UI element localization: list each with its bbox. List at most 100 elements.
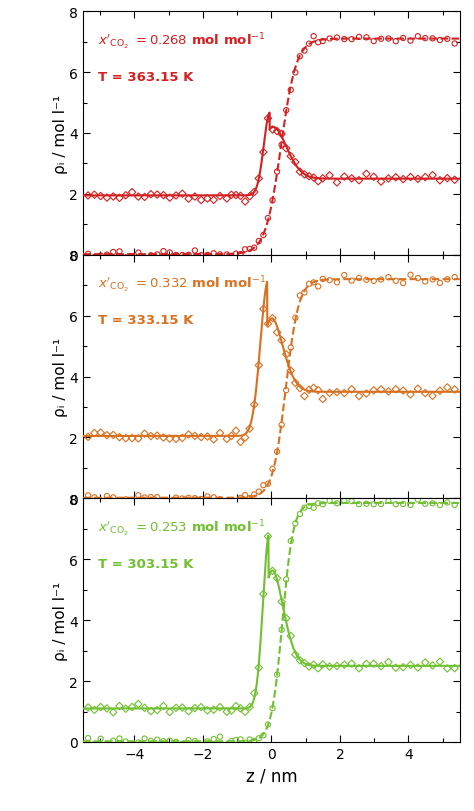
Point bbox=[333, 277, 341, 290]
Point bbox=[91, 189, 98, 202]
Point bbox=[179, 702, 186, 714]
Point bbox=[241, 431, 249, 444]
Point bbox=[444, 33, 451, 46]
Point bbox=[255, 661, 263, 674]
Point bbox=[385, 385, 392, 398]
Point bbox=[260, 230, 267, 242]
Point bbox=[333, 386, 341, 399]
Point bbox=[250, 488, 258, 501]
Point bbox=[255, 173, 263, 186]
Point bbox=[326, 660, 333, 673]
Point bbox=[421, 32, 429, 45]
Point bbox=[166, 432, 173, 445]
Point bbox=[319, 36, 327, 49]
Point bbox=[154, 704, 161, 717]
Point bbox=[429, 390, 437, 403]
Point bbox=[400, 384, 407, 397]
Point bbox=[237, 491, 244, 504]
Point bbox=[314, 384, 322, 397]
Point bbox=[421, 171, 429, 184]
Point bbox=[84, 431, 92, 444]
Point bbox=[204, 249, 211, 262]
Point bbox=[91, 427, 98, 440]
Point bbox=[377, 384, 385, 397]
Point bbox=[264, 113, 272, 126]
Point bbox=[109, 491, 117, 504]
Point bbox=[348, 173, 356, 186]
Point bbox=[305, 660, 313, 673]
Point bbox=[287, 534, 294, 547]
Point bbox=[109, 191, 117, 204]
Point bbox=[392, 384, 400, 397]
Point bbox=[237, 190, 244, 203]
Point bbox=[197, 701, 205, 714]
Point bbox=[237, 733, 244, 746]
Point bbox=[84, 489, 92, 502]
Point bbox=[273, 668, 281, 681]
Point bbox=[370, 498, 377, 511]
Point bbox=[97, 191, 104, 204]
Point bbox=[436, 655, 444, 668]
Point bbox=[278, 624, 285, 637]
Point bbox=[216, 191, 224, 204]
Point bbox=[97, 427, 104, 440]
Text: T = 333.15 K: T = 333.15 K bbox=[98, 314, 193, 327]
Point bbox=[392, 498, 400, 511]
Point bbox=[326, 274, 333, 287]
Point bbox=[370, 658, 377, 671]
Point bbox=[172, 433, 180, 446]
Point bbox=[310, 31, 318, 44]
Point bbox=[269, 312, 276, 325]
Point bbox=[141, 491, 148, 504]
Point bbox=[314, 662, 322, 675]
Point bbox=[179, 737, 186, 750]
Point bbox=[122, 190, 129, 203]
Point bbox=[160, 431, 167, 444]
Point bbox=[197, 493, 205, 506]
Point bbox=[348, 495, 356, 508]
Point bbox=[166, 247, 173, 260]
Point bbox=[204, 431, 211, 444]
Point bbox=[154, 249, 161, 262]
Point bbox=[444, 496, 451, 509]
Point bbox=[250, 187, 258, 200]
Point bbox=[370, 171, 377, 184]
Y-axis label: ρᵢ / mol l⁻¹: ρᵢ / mol l⁻¹ bbox=[53, 581, 68, 660]
Point bbox=[283, 384, 290, 397]
Point bbox=[91, 703, 98, 716]
Point bbox=[246, 491, 254, 504]
Point bbox=[269, 564, 276, 577]
Point bbox=[385, 173, 392, 186]
Point bbox=[122, 735, 129, 748]
Point bbox=[377, 274, 385, 287]
Point bbox=[377, 176, 385, 189]
Point bbox=[255, 359, 263, 372]
Point bbox=[296, 166, 304, 179]
Point bbox=[273, 126, 281, 139]
Point bbox=[269, 124, 276, 137]
Point bbox=[141, 702, 148, 714]
Text: T = 303.15 K: T = 303.15 K bbox=[98, 557, 193, 570]
Point bbox=[287, 365, 294, 378]
Point bbox=[103, 192, 111, 205]
Point bbox=[241, 706, 249, 719]
Y-axis label: ρᵢ / mol l⁻¹: ρᵢ / mol l⁻¹ bbox=[53, 94, 68, 174]
Point bbox=[237, 248, 244, 261]
Point bbox=[301, 286, 308, 299]
Point bbox=[135, 247, 142, 260]
Point bbox=[191, 245, 199, 258]
Point bbox=[128, 738, 136, 751]
Point bbox=[292, 312, 299, 325]
Point bbox=[255, 235, 263, 248]
Point bbox=[172, 190, 180, 203]
Point bbox=[122, 493, 129, 506]
Point bbox=[109, 247, 117, 260]
Point bbox=[135, 697, 142, 710]
Point bbox=[166, 706, 173, 719]
Point bbox=[385, 495, 392, 508]
Point bbox=[370, 275, 377, 288]
Point bbox=[414, 383, 422, 396]
Point bbox=[283, 349, 290, 362]
Point bbox=[223, 706, 231, 719]
Point bbox=[451, 174, 458, 187]
